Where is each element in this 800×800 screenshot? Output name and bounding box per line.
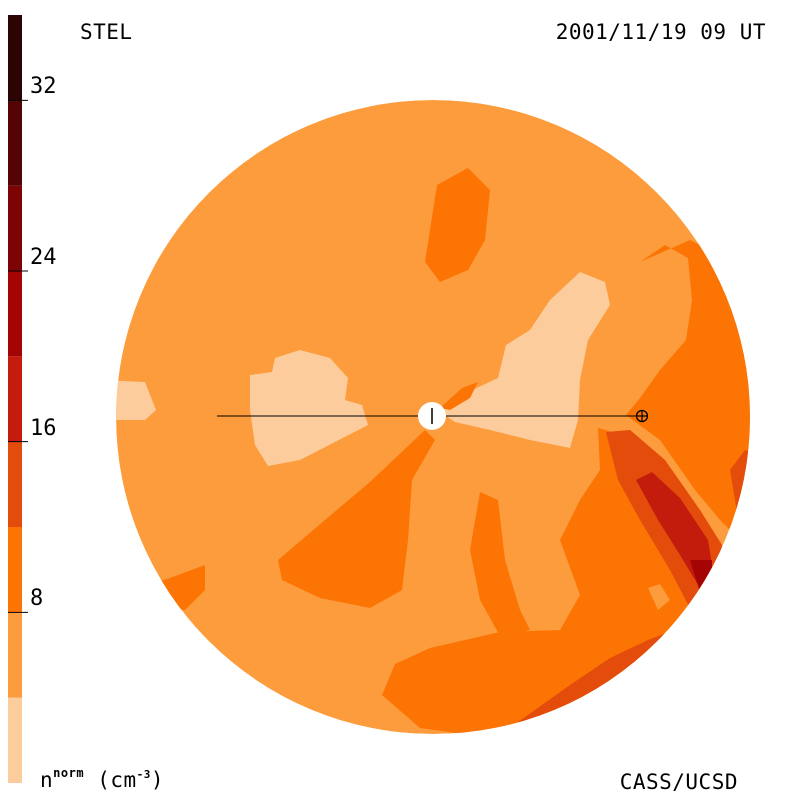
colorbar-band-1 bbox=[8, 612, 22, 698]
colorbar-tick-label-2: 24 bbox=[30, 245, 57, 270]
colorbar-band-3 bbox=[8, 441, 22, 527]
colorbar-band-4 bbox=[8, 356, 22, 442]
units-base: n bbox=[40, 768, 54, 792]
timestamp-label: 2001/11/19 09 UT bbox=[555, 20, 766, 44]
low-density-patch-southeast bbox=[648, 584, 670, 610]
sun-symbol bbox=[418, 402, 446, 430]
elevated-density-near-sun bbox=[440, 382, 478, 410]
low-density-region-west-edge bbox=[116, 380, 156, 420]
units-label: nnorm (cm-3) bbox=[40, 766, 164, 792]
elevated-density-central-spur bbox=[470, 492, 530, 636]
density-disc bbox=[116, 100, 750, 734]
elevated-density-southwest-lobe bbox=[278, 430, 435, 608]
low-density-region-left bbox=[250, 350, 368, 466]
colorbar-band-8 bbox=[8, 15, 22, 101]
units-open: (cm bbox=[84, 768, 137, 792]
colorbar-tick-label-3: 32 bbox=[30, 74, 57, 100]
colorbar-band-5 bbox=[8, 271, 22, 357]
color-scale-bar bbox=[8, 15, 28, 783]
credit-label: CASS/UCSD bbox=[619, 770, 738, 794]
units-exponent: -3 bbox=[136, 768, 151, 781]
colorbar-band-0 bbox=[8, 697, 22, 783]
colorbar-tick-label-0: 8 bbox=[30, 586, 44, 612]
units-superscript: norm bbox=[53, 766, 85, 780]
colorbar-band-6 bbox=[8, 185, 22, 271]
colorbar-tick-label-1: 16 bbox=[30, 415, 57, 441]
peak-density-east-stream bbox=[636, 472, 712, 588]
colorbar-band-2 bbox=[8, 527, 22, 613]
elevated-density-north bbox=[425, 168, 490, 282]
colorbar-band-7 bbox=[8, 100, 22, 186]
units-close: ) bbox=[150, 768, 165, 792]
observatory-label: STEL bbox=[80, 20, 133, 44]
low-density-region-right bbox=[440, 272, 610, 448]
earth-symbol bbox=[635, 409, 649, 423]
